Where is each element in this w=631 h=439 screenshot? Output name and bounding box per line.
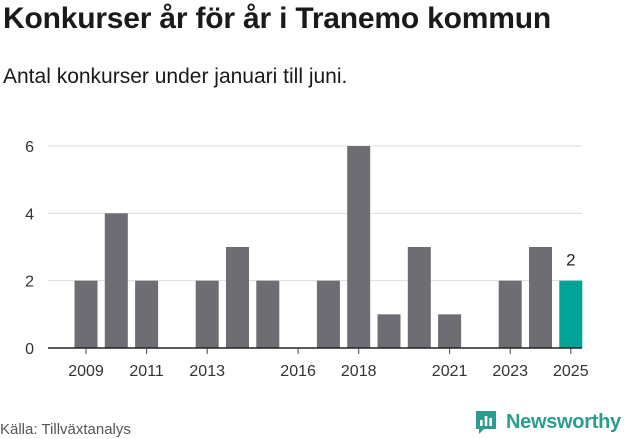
x-tick-label-2018: 2018 (341, 363, 377, 380)
x-tick-label-2011: 2011 (129, 363, 164, 380)
x-tick-label-2013: 2013 (189, 363, 225, 380)
brand-name: Newsworthy (506, 410, 621, 433)
bar-2013 (195, 280, 219, 348)
y-axis-ticks: 0 2 4 6 (25, 139, 34, 358)
bar-2021 (438, 314, 462, 348)
bar-2009 (74, 280, 98, 348)
x-tick-label-2025: 2025 (553, 363, 589, 380)
chart-subtitle: Antal konkurser under januari till juni. (3, 65, 348, 88)
bars (74, 146, 583, 348)
grid-lines (48, 145, 582, 282)
y-tick-label-6: 6 (25, 139, 34, 156)
chart-title: Konkurser år för år i Tranemo kommun (3, 2, 551, 35)
bar-2017 (316, 280, 340, 348)
bar-2019 (377, 314, 401, 348)
data-labels: 2 (566, 251, 575, 270)
bar-2018 (347, 146, 371, 348)
bar-2011 (135, 280, 159, 348)
bar-2025 (559, 280, 583, 348)
bar-chart-logo-icon (476, 411, 496, 434)
y-tick-label-2: 2 (25, 274, 34, 291)
bar-2015 (256, 280, 280, 348)
data-label-2025: 2 (566, 251, 575, 270)
bar-2014 (226, 247, 249, 348)
x-axis-ticks: 2009 2011 2013 2016 2018 2021 2023 2025 (48, 347, 589, 380)
source-note: Källa: Tillväxtanalys (0, 421, 131, 438)
y-tick-label-4: 4 (25, 206, 34, 223)
x-tick-label-2016: 2016 (280, 363, 316, 380)
bar-2010 (104, 213, 128, 348)
y-tick-label-0: 0 (25, 341, 34, 358)
bar-2024 (529, 247, 552, 348)
bar-2020 (407, 247, 431, 348)
x-tick-label-2023: 2023 (492, 363, 528, 380)
x-tick-label-2021: 2021 (432, 363, 468, 380)
newsworthy-brand[interactable]: Newsworthy (474, 408, 621, 436)
bar-2023 (498, 280, 522, 348)
x-tick-label-2009: 2009 (68, 363, 104, 380)
